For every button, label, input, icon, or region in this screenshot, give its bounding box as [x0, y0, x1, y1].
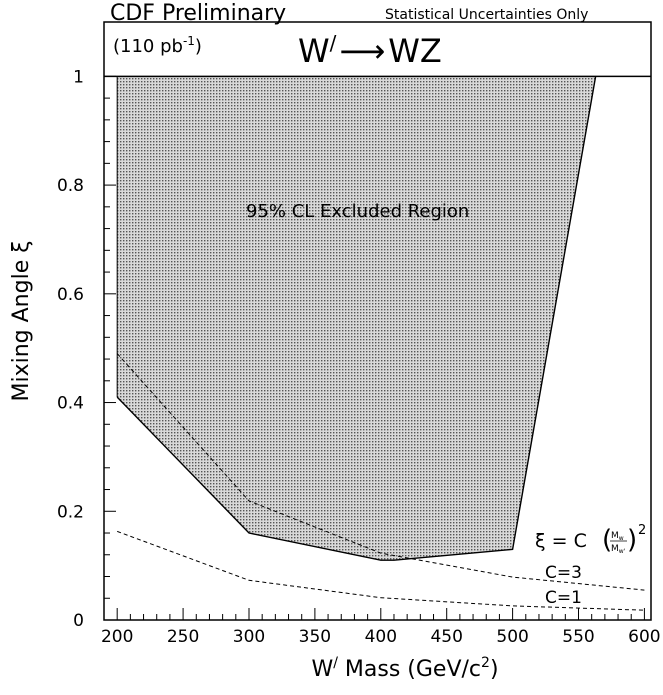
series-label-c1: C=1: [545, 588, 582, 608]
formula-numerator: Mw: [611, 531, 624, 542]
scaling-formula: ξ = C ( Mw Mw' ) 2: [535, 523, 646, 555]
y-tick-label: 0.2: [57, 502, 84, 522]
x-tick-label: 200: [101, 627, 133, 647]
formula-num-m: M: [611, 531, 619, 541]
luminosity-main: (110 pb: [113, 36, 183, 57]
excluded-region-boundary: [116, 76, 597, 561]
y-tick-label: 0: [73, 611, 84, 631]
excluded-region-layer: [116, 76, 597, 561]
y-tick-label: 0.4: [57, 394, 84, 414]
process-w: W: [298, 32, 330, 70]
excluded-region-label: 95% CL Excluded Region: [246, 201, 469, 222]
x-tick-label: 300: [233, 627, 265, 647]
luminosity-close: ): [195, 36, 202, 57]
process-arrow: ⟶: [339, 32, 385, 70]
y-tick-label: 0.8: [57, 176, 84, 196]
y-axis-ticks: 0 0.2 0.4 0.6 0.8 1: [57, 67, 116, 631]
formula-exponent: 2: [638, 523, 646, 538]
luminosity-label: (110 pb-1): [113, 34, 202, 57]
series-layer: [116, 353, 645, 611]
formula-denominator: Mw': [611, 544, 626, 555]
x-tick-label: 400: [365, 627, 397, 647]
uncertainty-note: Statistical Uncertainties Only: [385, 7, 588, 23]
experiment-label: CDF Preliminary: [110, 1, 286, 26]
formula-den-sub: w': [619, 548, 626, 555]
x-tick-label: 550: [562, 627, 594, 647]
process-prime: /: [330, 31, 337, 55]
plot-frame: [103, 21, 652, 621]
excluded-region-fill: [117, 76, 596, 561]
formula-den-m: M: [611, 544, 619, 554]
x-tick-label: 350: [299, 627, 331, 647]
x-title-sup: 2: [481, 655, 490, 671]
x-tick-label: 600: [628, 627, 660, 647]
formula-lhs: ξ = C: [535, 530, 587, 552]
formula-num-sub: w: [619, 535, 624, 542]
series-curve-c1: [117, 530, 645, 611]
luminosity-exponent: -1: [183, 34, 195, 48]
formula-open-paren: (: [602, 525, 612, 555]
x-title-rest: Mass (GeV/c: [338, 657, 481, 682]
y-tick-label: 0.6: [57, 285, 84, 305]
x-tick-label: 250: [167, 627, 199, 647]
x-axis-ticks: 200 250 300 350 400 450 500 550 600: [101, 608, 661, 647]
formula-close-paren: ): [627, 525, 637, 555]
y-tick-label: 1: [73, 67, 84, 87]
series-label-c3: C=3: [545, 563, 582, 583]
x-title-prime: /: [333, 655, 338, 671]
y-axis-title: Mixing Angle ξ: [9, 241, 34, 402]
x-tick-label: 500: [496, 627, 528, 647]
process-label: W/⟶WZ: [298, 31, 442, 70]
x-tick-label: 450: [430, 627, 462, 647]
x-axis-title: W/ Mass (GeV/c2): [311, 655, 498, 682]
x-title-close: ): [490, 657, 499, 682]
x-title-w: W: [311, 657, 333, 682]
process-wz: WZ: [388, 32, 442, 70]
series-curve-c3: [116, 353, 645, 591]
